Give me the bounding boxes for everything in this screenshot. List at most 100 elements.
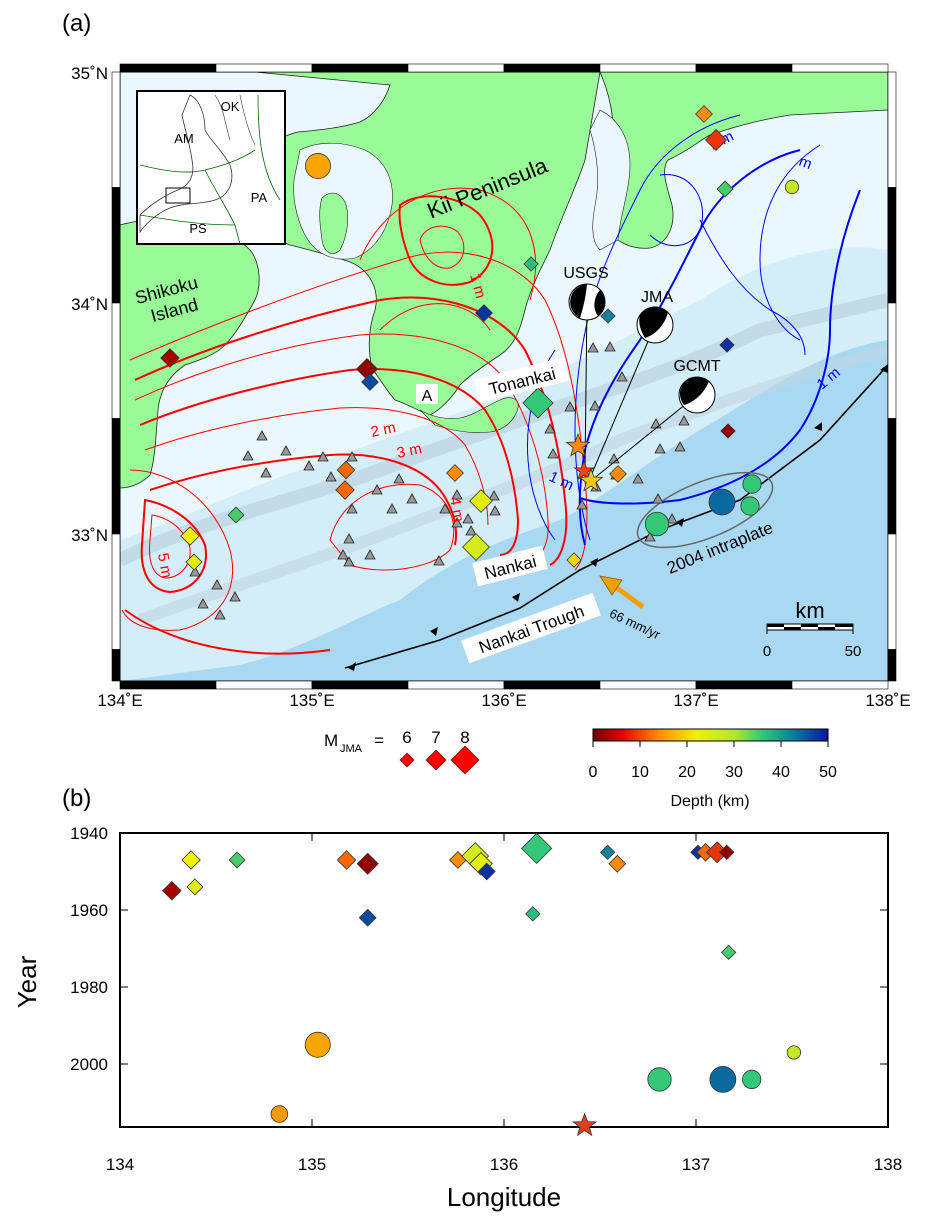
awaji-island [319, 192, 349, 254]
earthquake-diamond [523, 256, 539, 272]
timeline-diamond [186, 878, 204, 896]
frame-segment [407, 63, 505, 73]
contour-label: 5 m [154, 552, 175, 580]
depth-colorbar-title: Depth (km) [670, 793, 749, 810]
earthquake-diamond [469, 489, 493, 513]
frame-segment [887, 71, 897, 188]
aftershock-triangle [462, 513, 474, 524]
lat-tick: 35˚N [71, 64, 108, 83]
focal-label-jma: JMA [641, 289, 673, 306]
lon-tick: 138˚E [865, 691, 910, 710]
frame-segment [119, 63, 217, 73]
x-tick-label: 138 [874, 1155, 902, 1174]
timeline-diamond [356, 852, 379, 875]
contour-label: 2 m [369, 419, 397, 441]
timeline-diamond [181, 850, 201, 870]
aftershock-triangle [616, 371, 628, 382]
timeline-circle [647, 1067, 672, 1092]
frame-segment [791, 680, 889, 690]
frame-segment [311, 680, 409, 690]
nankai-trough-line [344, 364, 888, 669]
aftershock-triangle [280, 445, 292, 456]
contour-label: 4 m [446, 496, 467, 524]
frame-segment [503, 63, 601, 73]
inset-map: AM OK PA PS [136, 90, 286, 245]
y-tick-label: 1980 [70, 978, 108, 997]
aftershock-triangle [433, 555, 445, 566]
aftershock-triangle [666, 513, 678, 524]
lon-tick: 136˚E [481, 691, 526, 710]
aftershock-triangle [439, 503, 451, 514]
point-a-box [416, 384, 438, 404]
aftershock-triangle [214, 609, 226, 620]
frame-segment [887, 302, 897, 419]
mag-legend-diamond-7 [425, 749, 447, 771]
frame-segment [503, 680, 601, 690]
aftershock-triangle [604, 341, 616, 352]
aftershock-triangle [451, 517, 463, 528]
aftershock-triangle [346, 451, 358, 462]
aftershock-triangle [325, 471, 337, 482]
timeline-circle [270, 1105, 289, 1123]
frame-segment [311, 63, 409, 73]
earthquake-diamond [180, 526, 200, 546]
epicenter-star [578, 467, 604, 492]
ise-bay [589, 109, 631, 251]
frame-segment [695, 680, 793, 690]
timeline-diamond [477, 862, 496, 881]
earthquake-diamond [522, 387, 554, 419]
mag-legend-sub: JMA [340, 743, 363, 755]
aftershock-triangle [465, 525, 477, 536]
slip-contours-red [121, 187, 588, 655]
contour-label: m [797, 153, 815, 173]
lon-tick: 137˚E [673, 691, 718, 710]
aftershock-triangle [242, 450, 254, 461]
epicenter-star [573, 459, 595, 481]
timeline-circle [742, 1069, 762, 1090]
aftershock-triangle [488, 490, 500, 501]
colorbar-tick-label: 30 [725, 764, 743, 781]
inset-label-ok: OK [221, 99, 240, 114]
frame-segment [599, 680, 697, 690]
earthquake-diamond [609, 465, 627, 483]
beachball-jma [636, 306, 674, 344]
y-axis-label: Year [12, 955, 42, 1008]
intraplate-ellipse [636, 471, 774, 549]
timeline-diamond [228, 851, 246, 869]
earthquake-diamond [719, 337, 735, 353]
aftershock-triangle [337, 549, 349, 560]
frame-segment [407, 680, 505, 690]
focal-label-usgs: USGS [563, 265, 608, 282]
timeline-circle [786, 1045, 801, 1060]
mag-legend-diamond-6 [399, 752, 415, 768]
scale-bar-title: km [795, 598, 824, 623]
aftershock-triangle [211, 579, 223, 590]
aftershock-triangle [303, 460, 315, 471]
map-frame [111, 63, 897, 690]
aftershock-triangle [632, 473, 644, 484]
aftershock-triangle [576, 499, 588, 510]
earthquake-circle [305, 153, 331, 179]
scale-bar: km 0 50 [763, 598, 862, 660]
aftershock-triangle [406, 493, 418, 504]
aftershock-triangle [547, 448, 559, 459]
frame-segment [215, 63, 313, 73]
frame-segment [111, 533, 121, 650]
frame-segment [111, 418, 121, 535]
mag-legend-6: 6 [402, 728, 411, 747]
lon-tick: 134˚E [97, 691, 142, 710]
aftershock-triangle [674, 441, 686, 452]
trough-teeth [348, 364, 888, 671]
earthquake-diamond [336, 460, 356, 480]
aftershock-triangle [564, 401, 576, 412]
earthquake-circle [644, 511, 670, 537]
aftershock-triangle [544, 423, 556, 434]
mag-legend-eq: = [374, 731, 384, 750]
beachball-gcmt [678, 376, 716, 414]
colorbar-tick-label: 20 [678, 764, 696, 781]
earthquake-circle [708, 488, 736, 516]
scale-tick-0: 0 [763, 643, 771, 660]
inset-label-pa: PA [251, 190, 268, 205]
aftershock-triangle [260, 467, 272, 478]
